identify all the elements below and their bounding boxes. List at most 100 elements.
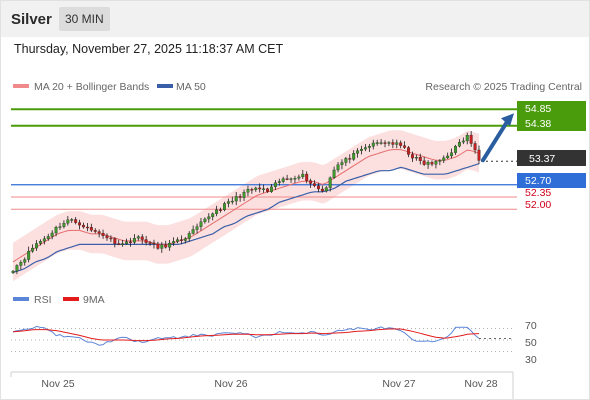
candle-down: [348, 158, 352, 160]
candle-down: [418, 157, 422, 161]
candle-up: [70, 219, 74, 221]
candle-up: [230, 200, 234, 203]
candle-up: [352, 153, 356, 160]
candle-down: [430, 162, 434, 165]
candle-up: [277, 181, 281, 183]
candle-up: [262, 188, 266, 190]
candle-down: [407, 147, 410, 155]
candle-down: [316, 185, 320, 190]
candle-up: [199, 221, 203, 227]
candle-up: [332, 169, 336, 178]
candle-down: [410, 154, 414, 159]
candle-up: [191, 229, 195, 234]
last-price-label: 53.37: [529, 153, 555, 165]
candle-down: [219, 209, 222, 211]
candle-down: [285, 178, 289, 180]
candle-up: [367, 146, 371, 148]
candle-down: [93, 230, 97, 232]
candle-up: [340, 162, 344, 165]
source-credit: Research © 2025 Trading Central: [425, 81, 582, 93]
candle-up: [454, 145, 457, 153]
candle-up: [23, 259, 27, 263]
candle-up: [27, 250, 31, 260]
candle-down: [109, 237, 113, 240]
candle-up: [234, 196, 238, 202]
candle-up: [62, 223, 66, 227]
candle-up: [66, 219, 70, 224]
candle-up: [121, 243, 125, 245]
rsi-ma-line: [12, 328, 480, 342]
candle-up: [461, 140, 465, 143]
candle-down: [320, 188, 324, 192]
candle-up: [414, 157, 418, 159]
candle-down: [399, 142, 403, 146]
candle-up: [31, 247, 35, 252]
pivot-tag: [517, 173, 586, 188]
candle-up: [438, 160, 442, 162]
x-tick-nov26: Nov 26: [214, 378, 247, 390]
candle-up: [42, 238, 46, 242]
candle-up: [168, 242, 172, 248]
rsi-legend-label: RSI: [34, 294, 52, 306]
candle-down: [82, 224, 85, 228]
candle-up: [379, 142, 383, 144]
candle-down: [469, 134, 473, 144]
candle-up: [336, 164, 340, 171]
candle-up: [273, 182, 277, 188]
candle-down: [152, 242, 156, 245]
candle-up: [293, 178, 297, 180]
candle-up: [465, 134, 469, 142]
r2-tag: [517, 101, 586, 116]
rsi-legend-swatch: [13, 297, 29, 301]
candle-up: [297, 176, 301, 179]
candle-down: [105, 235, 109, 239]
candle-up: [54, 227, 58, 234]
candle-down: [179, 239, 183, 241]
candle-up: [223, 203, 226, 211]
candle-down: [250, 189, 254, 191]
candle-down: [148, 242, 152, 244]
candle-up: [19, 262, 23, 266]
candle-up: [226, 201, 230, 204]
rsi-ma-legend-swatch: [63, 297, 79, 301]
candle-up: [360, 148, 363, 151]
candle-up: [172, 241, 176, 244]
candle-up: [215, 209, 219, 214]
rsi-tick-50: 50: [525, 337, 537, 349]
candle-up: [395, 142, 399, 145]
candle-up: [207, 216, 211, 220]
candle-down: [266, 188, 269, 192]
candle-up: [387, 142, 391, 144]
candle-up: [35, 243, 38, 249]
r2-tag-label: 54.85: [525, 103, 551, 115]
x-tick-nov28: Nov 28: [464, 378, 497, 390]
candle-up: [442, 157, 446, 161]
candle-down: [403, 145, 407, 148]
timestamp: Thursday, November 27, 2025 11:18:37 AM …: [14, 42, 284, 56]
rsi-line: [12, 325, 480, 346]
candle-up: [136, 236, 140, 239]
candle-up: [434, 161, 438, 165]
candle-down: [309, 180, 313, 184]
candle-up: [363, 147, 367, 150]
candle-up: [328, 177, 332, 188]
candle-up: [426, 162, 430, 165]
candle-down: [473, 143, 477, 151]
candle-down: [238, 196, 242, 198]
instrument-title: Silver: [11, 11, 52, 28]
candle-down: [113, 238, 117, 244]
candle-down: [305, 173, 309, 181]
timeframe-chip[interactable]: 30 MIN: [59, 7, 110, 31]
candle-up: [132, 238, 136, 243]
candle-down: [313, 183, 316, 186]
candle-up: [38, 241, 42, 244]
forecast-arrow-head: [501, 113, 514, 127]
ma20-line: [12, 149, 480, 263]
candle-up: [11, 270, 15, 273]
rsi-tick-30: 30: [525, 354, 537, 366]
x-tick-nov25: Nov 25: [41, 378, 74, 390]
candle-up: [125, 241, 129, 244]
ma50-legend-swatch: [157, 84, 173, 88]
